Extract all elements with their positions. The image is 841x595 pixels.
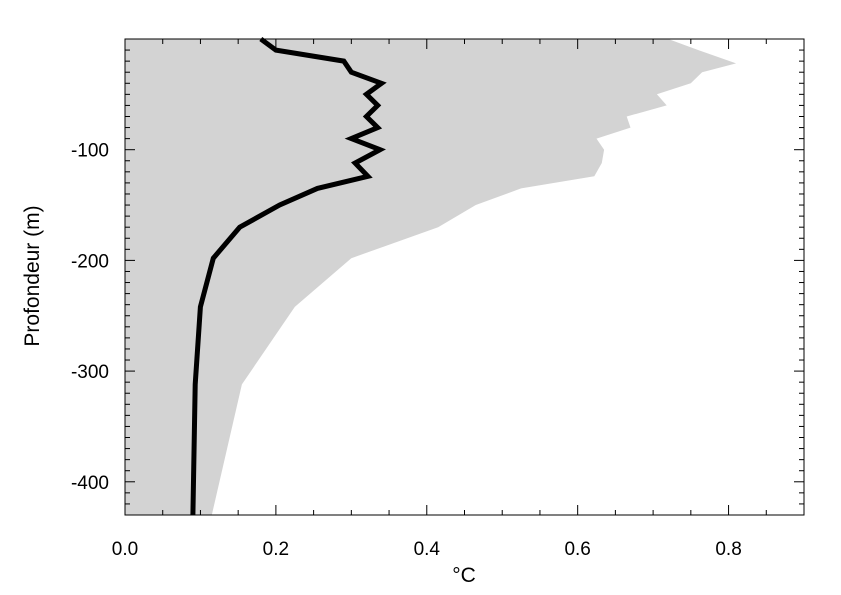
spread-band [125,39,737,515]
x-tick-label: 0.4 [414,539,441,560]
y-tick-label: -400 [71,473,109,494]
x-tick-label: 0.2 [263,539,289,560]
plot-area [124,36,805,516]
y-tick-label: -300 [71,362,109,383]
mean-profile-line [190,36,387,516]
x-tick-label: 0.6 [564,539,590,560]
tick-labels: 0.0 0.2 0.4 0.6 0.8 -100 -200 -300 -400 [71,141,742,560]
x-tick-label: 0.0 [112,539,138,560]
x-tick-label: 0.8 [715,539,741,560]
axis-ticks [124,39,805,516]
y-tick-label: -200 [71,251,109,272]
x-axis-title: °C [452,564,476,587]
y-axis-title: Profondeur (m) [21,205,44,346]
y-tick-label: -100 [71,141,109,162]
